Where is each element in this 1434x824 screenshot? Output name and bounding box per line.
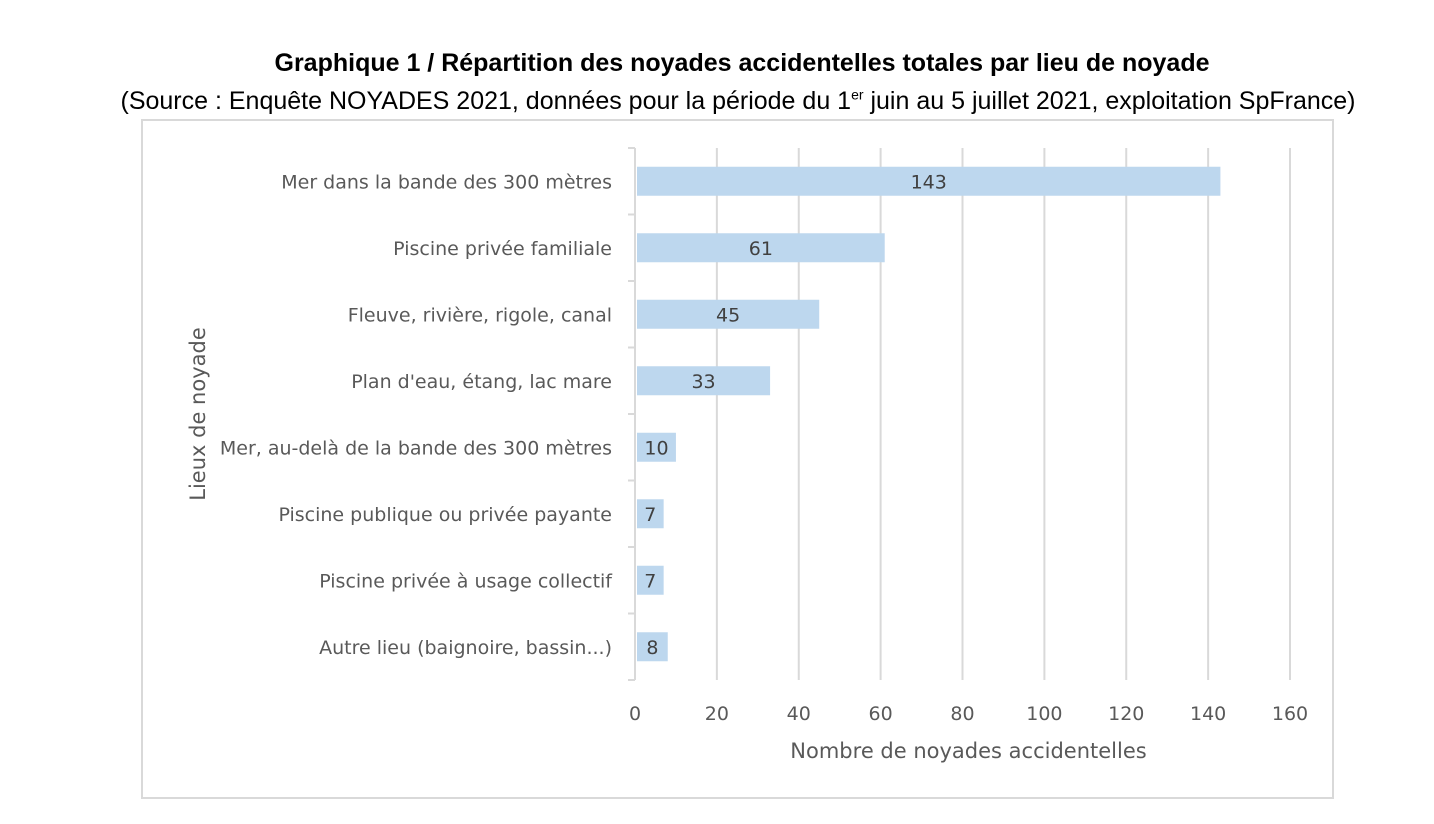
subtitle-text-start: (Source : Enquête NOYADES 2021, données … <box>120 87 852 115</box>
x-tick-label: 0 <box>629 703 641 725</box>
data-label: 33 <box>691 371 715 393</box>
bar <box>637 632 668 662</box>
x-tick-label: 80 <box>950 703 974 725</box>
x-tick-label: 140 <box>1190 703 1226 725</box>
x-tick-label: 100 <box>1026 703 1062 725</box>
data-label: 7 <box>644 504 656 526</box>
bar <box>637 166 1221 196</box>
x-tick-label: 160 <box>1272 703 1308 725</box>
chart-title: Graphique 1 / Répartition des noyades ac… <box>274 49 1210 77</box>
data-label: 7 <box>644 570 656 592</box>
category-label: Autre lieu (baignoire, bassin...) <box>319 637 612 659</box>
category-label: Fleuve, rivière, rigole, canal <box>348 304 612 326</box>
category-label: Plan d'eau, étang, lac mare <box>351 371 612 393</box>
bar <box>637 233 885 263</box>
data-label: 8 <box>646 637 658 659</box>
x-tick-label: 120 <box>1108 703 1144 725</box>
category-label: Piscine privée à usage collectif <box>319 570 613 592</box>
bar <box>637 432 676 462</box>
x-tick-label: 40 <box>787 703 811 725</box>
data-label: 10 <box>644 437 668 459</box>
category-label: Mer, au-delà de la bande des 300 mètres <box>220 437 612 459</box>
chart-frame <box>141 119 1334 799</box>
chart-subtitle: (Source : Enquête NOYADES 2021, données … <box>0 86 1434 116</box>
subtitle-text-end: juin au 5 juillet 2021, exploitation SpF… <box>863 87 1356 115</box>
data-label: 61 <box>749 238 773 260</box>
category-label: Piscine publique ou privée payante <box>278 504 612 526</box>
category-label: Mer dans la bande des 300 mètres <box>281 171 612 193</box>
x-tick-label: 60 <box>869 703 893 725</box>
bar <box>637 366 771 396</box>
bar <box>637 499 664 529</box>
x-axis-title: Nombre de noyades accidentelles <box>790 739 1146 763</box>
data-label: 143 <box>911 171 947 193</box>
bar <box>637 299 820 329</box>
y-axis-title: Lieux de noyade <box>186 327 210 501</box>
data-label: 45 <box>716 304 740 326</box>
category-label: Piscine privée familiale <box>393 238 612 260</box>
bar <box>637 565 664 595</box>
x-tick-label: 20 <box>705 703 729 725</box>
subtitle-superscript: er <box>851 86 864 103</box>
